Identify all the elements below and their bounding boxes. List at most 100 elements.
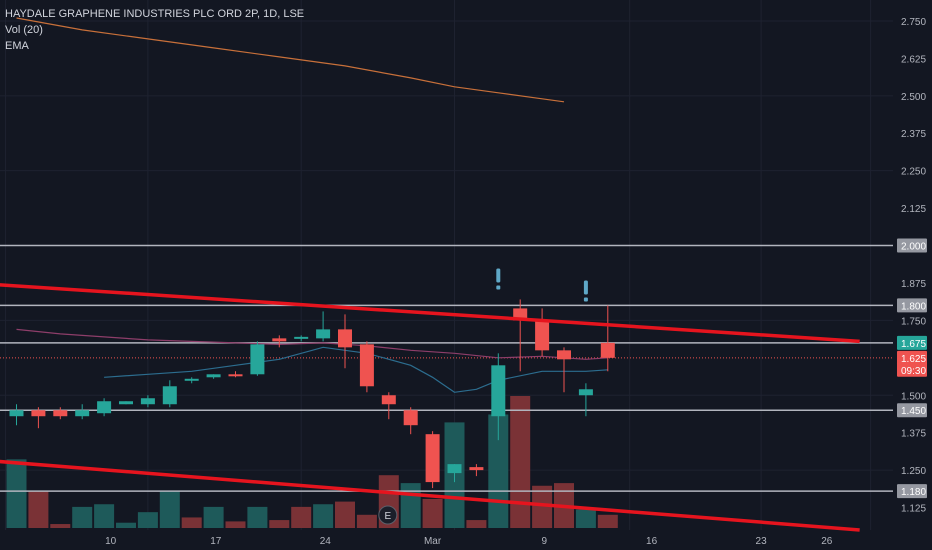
time-tick-label: 24 xyxy=(320,536,332,547)
chart-legend: HAYDALE GRAPHENE INDUSTRIES PLC ORD 2P, … xyxy=(5,6,304,54)
volume-bar xyxy=(116,522,136,528)
volume-bar xyxy=(356,514,377,528)
volume-bar xyxy=(6,459,27,528)
volume-bar xyxy=(50,524,71,528)
volume-bar xyxy=(225,521,246,528)
trendlines xyxy=(0,283,860,532)
candle-body[interactable] xyxy=(513,308,528,321)
price-tick-label: 2.250 xyxy=(901,167,926,178)
time-tick-label: 16 xyxy=(646,536,658,547)
price-badge[interactable] xyxy=(897,484,927,499)
volume-bar xyxy=(575,509,596,528)
candle-body[interactable] xyxy=(119,401,133,405)
candle-body[interactable] xyxy=(403,410,418,426)
alert-icon[interactable] xyxy=(583,280,588,295)
candle-body[interactable] xyxy=(359,344,374,387)
candle-body[interactable] xyxy=(140,398,155,405)
price-badge-label: 1.625 xyxy=(901,354,926,365)
time-tick-label: 26 xyxy=(821,536,833,547)
symbol-title[interactable]: HAYDALE GRAPHENE INDUSTRIES PLC ORD 2P, … xyxy=(5,8,305,20)
price-tick-label: 2.625 xyxy=(901,54,926,65)
time-tick-label: 23 xyxy=(756,536,768,547)
price-tick-label: 2.375 xyxy=(901,129,926,140)
volume-bar xyxy=(72,506,93,528)
volume-bar xyxy=(28,491,49,528)
candle-body[interactable] xyxy=(9,410,24,417)
candle-body[interactable] xyxy=(97,401,112,414)
candle-body[interactable] xyxy=(250,344,265,375)
volume-bar xyxy=(532,485,553,528)
volume-bar xyxy=(137,512,158,528)
alert-icon-dot xyxy=(583,297,588,302)
price-tick-label: 2.125 xyxy=(901,204,926,215)
price-badge[interactable] xyxy=(897,238,927,253)
volume-bar xyxy=(269,520,290,528)
candle-body[interactable] xyxy=(469,467,484,471)
candle-body[interactable] xyxy=(491,365,506,417)
volume-bar xyxy=(313,504,334,528)
candle-body[interactable] xyxy=(316,329,331,339)
price-badge[interactable] xyxy=(897,403,927,418)
candle-body[interactable] xyxy=(206,374,221,378)
volume-bar xyxy=(203,506,224,528)
candle-body[interactable] xyxy=(228,374,243,377)
price-axis: 2.750 2.625 2.500 2.375 2.250 2.125 1.875 1.750… xyxy=(893,0,932,550)
candle-body[interactable] xyxy=(557,350,571,360)
price-badge[interactable] xyxy=(897,335,927,350)
volume-average-line xyxy=(104,346,608,393)
markers: E xyxy=(378,268,588,525)
price-badge[interactable] xyxy=(897,298,927,313)
candle-body[interactable] xyxy=(425,434,440,483)
candle-body[interactable] xyxy=(162,386,177,405)
trendline[interactable] xyxy=(0,459,860,532)
price-tick-label: 1.750 xyxy=(901,316,926,327)
candle-body[interactable] xyxy=(184,378,199,381)
volume-bars xyxy=(6,396,618,528)
price-tick-label: 1.375 xyxy=(901,429,926,440)
candle-body[interactable] xyxy=(447,464,462,474)
earnings-marker[interactable] xyxy=(378,505,398,525)
candle-body[interactable] xyxy=(381,395,396,405)
price-badge-label: 1.675 xyxy=(901,339,926,350)
candle-body[interactable] xyxy=(600,342,615,358)
ema-indicator-label[interactable]: EMA xyxy=(5,40,29,52)
price-tick-label: 1.500 xyxy=(901,391,926,402)
volume-indicator-label[interactable]: Vol (20) xyxy=(5,24,43,36)
alert-icon[interactable] xyxy=(496,268,501,283)
price-tick-label: 2.750 xyxy=(901,17,926,28)
price-badge[interactable] xyxy=(897,350,927,365)
volume-bar xyxy=(159,491,180,528)
candles xyxy=(9,299,615,489)
price-tick-label: 2.500 xyxy=(901,92,926,103)
volume-bar xyxy=(291,506,312,528)
price-badge[interactable] xyxy=(897,362,927,377)
candle-body[interactable] xyxy=(578,389,593,396)
candle-body[interactable] xyxy=(535,320,550,351)
candle-body[interactable] xyxy=(294,336,309,339)
horizontal-lines xyxy=(0,244,893,492)
volume-bar xyxy=(335,501,355,528)
volume-bar xyxy=(510,396,531,528)
candle-body[interactable] xyxy=(53,410,68,417)
time-tick-label: 17 xyxy=(210,536,222,547)
candle-body[interactable] xyxy=(75,410,90,417)
candle-body[interactable] xyxy=(272,338,287,342)
moving-average-line xyxy=(16,328,608,360)
volume-bar xyxy=(597,514,618,528)
price-tick-label: 1.875 xyxy=(901,279,926,290)
volume-bar xyxy=(94,504,115,528)
price-badge-label: 1.800 xyxy=(901,301,926,312)
volume-bar xyxy=(400,483,421,528)
trendline[interactable] xyxy=(0,283,860,344)
time-tick-label: 10 xyxy=(105,536,117,547)
price-badge-label: 2.000 xyxy=(901,242,926,253)
candle-body[interactable] xyxy=(338,329,352,348)
earnings-marker-label: E xyxy=(384,511,391,522)
volume-bar xyxy=(247,506,268,528)
price-tick-label: 1.125 xyxy=(901,504,926,515)
price-badge-label: 09:30 xyxy=(901,366,926,377)
candle-body[interactable] xyxy=(31,410,46,417)
price-tick-label: 1.250 xyxy=(901,466,926,477)
ema-line xyxy=(16,17,565,103)
